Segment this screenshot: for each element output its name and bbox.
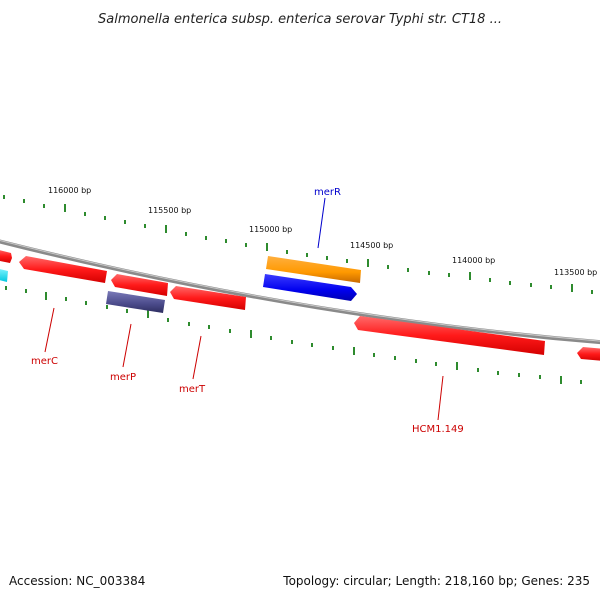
gene-orange-feature[interactable] bbox=[266, 256, 361, 283]
scale-label-116000: 116000 bp bbox=[48, 186, 91, 195]
genome-backbone bbox=[0, 239, 600, 345]
gene-label-merC[interactable]: merC bbox=[31, 356, 58, 367]
gene-label-merP[interactable]: merP bbox=[110, 372, 136, 383]
upper-tick-ring bbox=[3, 195, 593, 294]
gene-label-merT[interactable]: merT bbox=[179, 384, 206, 395]
gene-label-merR[interactable]: merR bbox=[314, 187, 341, 198]
gene-merC[interactable] bbox=[19, 256, 107, 283]
gene-merR[interactable] bbox=[263, 274, 357, 301]
gene-merP-upper[interactable] bbox=[111, 274, 168, 296]
scale-label-113500: 113500 bp bbox=[554, 268, 597, 277]
gene-HCM1-149[interactable] bbox=[354, 316, 545, 355]
gene-feature-right-edge[interactable] bbox=[577, 347, 600, 361]
gene-feature-left-edge[interactable] bbox=[0, 249, 12, 263]
scale-label-115000: 115000 bp bbox=[249, 225, 292, 234]
gene-merP[interactable] bbox=[106, 291, 165, 313]
gene-cyan-feature[interactable] bbox=[0, 268, 8, 282]
topology-summary-text: Topology: circular; Length: 218,160 bp; … bbox=[283, 574, 590, 588]
scale-label-114500: 114500 bp bbox=[350, 241, 393, 250]
scale-labels: 116000 bp 115500 bp 115000 bp 114500 bp … bbox=[48, 186, 597, 277]
scale-label-115500: 115500 bp bbox=[148, 206, 191, 215]
map-title: Salmonella enterica subsp. enterica sero… bbox=[98, 12, 502, 27]
lower-tick-ring bbox=[5, 286, 582, 384]
label-leader-lines bbox=[44, 197, 444, 421]
genome-backbone-highlight bbox=[0, 240, 600, 342]
gene-label-HCM1-149[interactable]: HCM1.149 bbox=[412, 424, 464, 435]
gene-merT[interactable] bbox=[170, 286, 246, 310]
accession-text: Accession: NC_003384 bbox=[9, 574, 146, 588]
scale-label-114000: 114000 bp bbox=[452, 256, 495, 265]
